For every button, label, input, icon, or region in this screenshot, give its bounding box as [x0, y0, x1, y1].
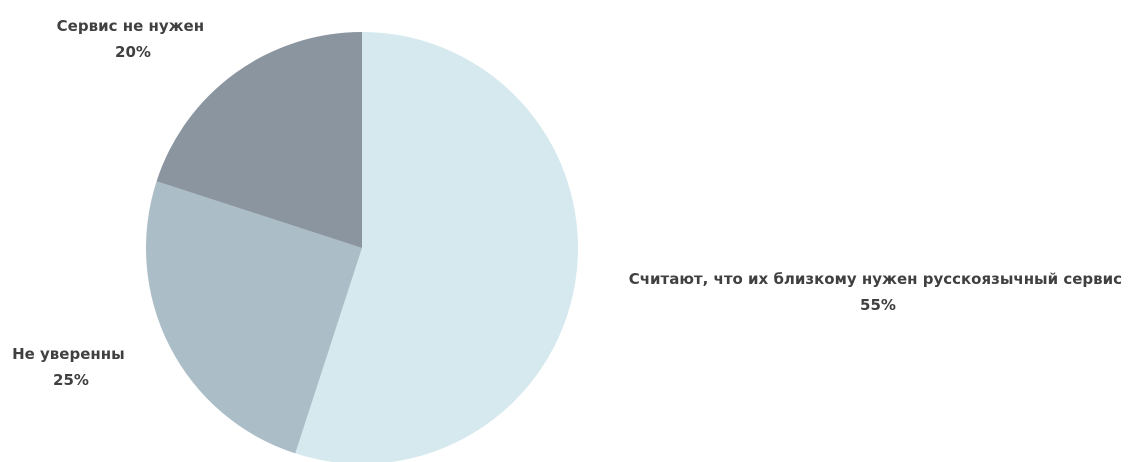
slice-label-not-needed-value: 20% — [115, 43, 151, 61]
pie-slice-not-needed — [156, 32, 362, 248]
slice-label-russian-service-name: Считают, что их близкому нужен русскоязы… — [629, 270, 1122, 288]
pie-slice-russian-service — [295, 32, 578, 462]
pie-slices — [145, 32, 578, 462]
slice-label-not-sure: Не уверенны 25% — [12, 345, 130, 389]
slice-label-russian-service: Считают, что их близкому нужен русскоязы… — [629, 270, 1128, 314]
slice-label-not-sure-value: 25% — [53, 371, 89, 389]
slice-label-not-needed: Сервис не нужен 20% — [57, 17, 210, 61]
pie-labels: Считают, что их близкому нужен русскоязы… — [12, 17, 1128, 389]
slice-label-russian-service-value: 55% — [860, 296, 896, 314]
pie-slice-not-sure — [145, 181, 362, 454]
slice-label-not-needed-name: Сервис не нужен — [57, 17, 204, 35]
slice-label-not-sure-name: Не уверенны — [12, 345, 125, 363]
